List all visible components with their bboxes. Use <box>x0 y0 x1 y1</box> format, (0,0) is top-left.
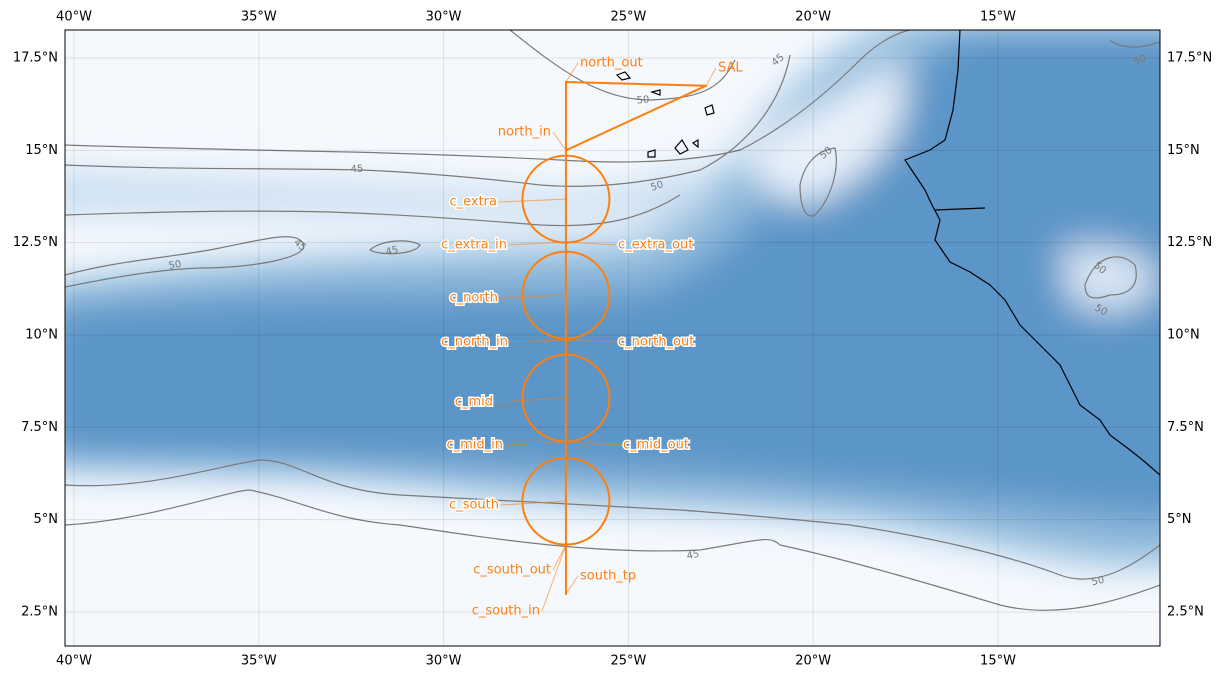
waypoint-label: c_south_in <box>472 604 540 619</box>
lon-tick-label: 40°W <box>56 10 92 25</box>
waypoint-label: SAL <box>718 61 743 76</box>
flight-track: north_out SAL north_in c_extra c_extra_in c_e… <box>440 56 744 619</box>
lat-tick-label: 12.5°N <box>13 235 58 250</box>
waypoint-label: c_north <box>449 291 498 306</box>
leader-line <box>565 339 617 343</box>
waypoint-label: south_tp <box>580 569 636 584</box>
lon-tick-label: 25°W <box>610 10 646 25</box>
leader-line <box>705 67 717 86</box>
waypoint-label: c_mid_in <box>446 438 503 453</box>
leader-line <box>498 198 566 203</box>
contour-label: 45 <box>350 164 363 176</box>
lon-tick-label: 40°W <box>56 654 92 669</box>
lat-tick-label: 5°N <box>1167 512 1192 527</box>
contour-label: 45 <box>686 549 701 562</box>
leader-line <box>494 397 566 403</box>
field <box>65 30 1160 566</box>
waypoint-label: north_in <box>498 125 551 140</box>
ticks: 40°W 40°W 35°W 35°W 30°W 30°W 25°W 25°W 20°W 20°W… <box>13 10 1212 669</box>
leader-line <box>565 62 579 83</box>
lon-tick-label: 35°W <box>241 654 277 669</box>
waypoint <box>564 240 567 243</box>
lat-tick-label: 2.5°N <box>1167 604 1204 619</box>
waypoint-label: c_mid_out <box>623 438 689 453</box>
lon-tick-label: 30°W <box>426 654 462 669</box>
contour-label: 50 <box>168 259 182 272</box>
leader-line <box>504 441 566 446</box>
leader-line <box>552 131 567 151</box>
waypoint <box>705 84 708 87</box>
lat-tick-label: 12.5°N <box>1167 235 1212 250</box>
lon-tick-label: 20°W <box>795 654 831 669</box>
lon-tick-label: 15°W <box>980 10 1016 25</box>
waypoint-label: c_extra_in <box>441 238 507 253</box>
lon-tick-label: 20°W <box>795 10 831 25</box>
leader-line <box>565 575 579 595</box>
waypoint <box>564 593 567 596</box>
lat-tick-label: 17.5°N <box>1167 51 1212 66</box>
lat-tick-label: 2.5°N <box>21 604 58 619</box>
waypoint-label: c_extra <box>449 195 497 210</box>
contour-label: 50 <box>1091 575 1106 588</box>
lon-tick-label: 30°W <box>426 10 462 25</box>
leader-line <box>499 294 566 299</box>
waypoint <box>564 149 567 152</box>
contour-label: 50 <box>1132 53 1148 68</box>
leader-line <box>509 339 566 343</box>
lat-tick-label: 15°N <box>25 143 58 158</box>
waypoint <box>564 81 567 84</box>
lat-tick-label: 17.5°N <box>13 51 58 66</box>
circle-pattern <box>521 250 611 340</box>
leader-line <box>552 544 567 571</box>
grid <box>65 30 1160 646</box>
leader-line <box>508 241 566 246</box>
waypoint-label: c_extra_out <box>618 238 693 253</box>
waypoint <box>564 441 567 444</box>
lat-tick-label: 10°N <box>1167 327 1200 342</box>
leader-line <box>565 241 617 246</box>
lat-tick-label: 5°N <box>34 512 59 527</box>
contours <box>65 30 1160 611</box>
waypoint-label: c_north_out <box>618 335 694 350</box>
waypoint <box>564 500 567 503</box>
lat-tick-label: 10°N <box>25 327 58 342</box>
waypoint-label: c_south_out <box>473 563 551 578</box>
lon-tick-label: 25°W <box>610 654 646 669</box>
waypoint <box>564 544 567 547</box>
waypoint-label: c_north_in <box>441 335 508 350</box>
leader-line <box>541 544 567 612</box>
waypoint <box>564 198 567 201</box>
contour-label: 50 <box>636 94 650 106</box>
waypoint-label: c_south <box>449 498 499 513</box>
lon-tick-label: 35°W <box>241 10 277 25</box>
leader-line <box>565 441 622 446</box>
waypoint <box>564 397 567 400</box>
leader-line <box>500 500 566 506</box>
waypoint <box>564 339 567 342</box>
waypoint-label: c_mid <box>455 395 493 410</box>
lat-tick-label: 15°N <box>1167 143 1200 158</box>
coast <box>615 30 1160 476</box>
lat-tick-label: 7.5°N <box>1167 420 1204 435</box>
frame <box>64 29 1161 647</box>
contour-label: 50 <box>649 179 665 193</box>
contour-label: 45 <box>385 245 400 259</box>
waypoint-label: north_out <box>580 56 643 71</box>
waypoint <box>564 294 567 297</box>
lon-tick-label: 15°W <box>980 654 1016 669</box>
lat-tick-label: 7.5°N <box>21 420 58 435</box>
